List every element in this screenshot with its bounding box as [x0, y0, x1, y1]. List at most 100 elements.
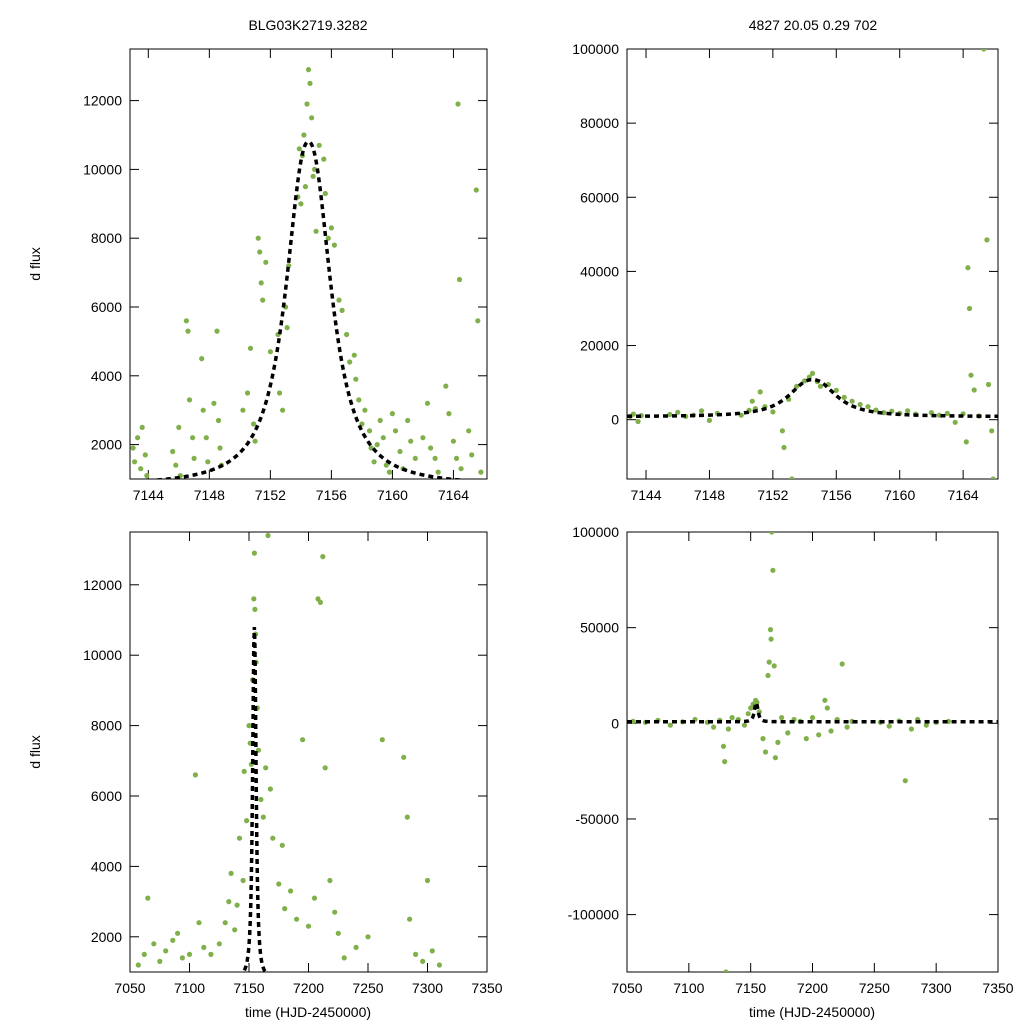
data-point [304, 101, 310, 107]
data-point [981, 49, 987, 52]
data-point [199, 356, 205, 362]
data-point [305, 923, 312, 929]
data-point [247, 345, 254, 351]
data-point [260, 814, 266, 820]
panel-top-left: d flux 7144 7148 7152 7156 7160 7164 2000 4000 6… [27, 48, 488, 503]
data-point [175, 930, 181, 936]
data-point [138, 466, 144, 472]
data-point [404, 814, 410, 820]
data-point [258, 796, 264, 803]
data-point [215, 417, 222, 424]
model-curve [627, 699, 998, 724]
plot-area [627, 532, 998, 972]
data-point [420, 435, 426, 441]
y-tick-label: 100000 [572, 524, 619, 540]
data-point [234, 902, 240, 908]
data-point [383, 462, 389, 468]
data-point [222, 920, 228, 926]
data-point [455, 101, 461, 107]
y-tick-label: 12000 [83, 93, 122, 109]
xlabel-bottom-left: time (HJD-2450000) [245, 1004, 371, 1020]
data-point [276, 390, 283, 396]
data-point [170, 448, 176, 455]
data-point [667, 722, 673, 728]
data-point [325, 235, 331, 241]
data-point [446, 411, 452, 417]
data-point [305, 67, 312, 73]
data-point [985, 381, 992, 388]
data-point [362, 407, 368, 413]
data-point [341, 955, 347, 961]
data-point [170, 937, 176, 943]
data-point [984, 237, 990, 243]
y-tick-label: 0 [611, 715, 619, 731]
y-tick-label: 6000 [91, 299, 122, 315]
data-point [729, 715, 735, 721]
x-tick-label: 7150 [233, 980, 264, 996]
data-point [191, 455, 197, 461]
data-point [432, 455, 438, 461]
y-tick-label: 12000 [83, 577, 122, 593]
data-point [339, 307, 345, 313]
data-point [944, 410, 950, 416]
data-point [424, 400, 431, 406]
x-tick-label: 7350 [982, 980, 1013, 996]
data-point [186, 397, 193, 403]
x-tick-label: 7164 [438, 487, 469, 503]
data-point [781, 444, 787, 451]
data-point [667, 411, 673, 418]
data-point [775, 739, 781, 746]
data-point [748, 705, 754, 711]
data-point [236, 835, 243, 841]
title-left: BLG03K2719.3282 [248, 17, 367, 33]
data-point [244, 390, 251, 396]
y-tick-label: 4000 [91, 368, 122, 384]
panel-bottom-left: d flux time (HJD-2450000) 7050 7100 7150 72… [27, 531, 503, 1020]
y-tick-label: 50000 [580, 620, 619, 636]
title-right: 4827 20.05 0.29 702 [749, 17, 878, 33]
data-point [240, 407, 246, 413]
y-tick-label: -50000 [575, 811, 619, 827]
data-point [809, 370, 816, 376]
x-tick-label: 7050 [611, 980, 642, 996]
data-point [276, 881, 282, 887]
data-point [397, 448, 403, 455]
data-point [344, 331, 350, 338]
y-tick-label: 60000 [580, 189, 619, 205]
data-point [244, 818, 250, 824]
x-tick-label: 7250 [352, 980, 383, 996]
x-tick-label: 7200 [293, 980, 324, 996]
data-point [214, 328, 220, 334]
panel-bottom-right: time (HJD-2450000) 7050 7100 7150 7200 7250 7… [568, 524, 1014, 1020]
y-tick-label: 6000 [91, 788, 122, 804]
x-tick-label: 7152 [757, 487, 788, 503]
data-point [251, 550, 257, 556]
data-point [908, 726, 915, 732]
data-point [211, 400, 217, 406]
data-point [353, 376, 359, 382]
x-tick-label: 7250 [859, 980, 890, 996]
data-point [258, 280, 264, 286]
data-point [365, 934, 371, 940]
data-point [313, 228, 319, 234]
data-point [246, 723, 252, 729]
data-point [767, 627, 774, 633]
data-point [768, 636, 774, 642]
data-point [351, 352, 357, 358]
xlabel-bottom-right: time (HJD-2450000) [749, 1004, 875, 1020]
data-point [408, 438, 414, 444]
data-point [196, 920, 202, 926]
data-point [265, 532, 271, 539]
y-tick-label: 100000 [572, 41, 619, 57]
data-point [720, 743, 727, 749]
x-tick-label: 7100 [174, 980, 205, 996]
data-point [839, 661, 845, 667]
y-tick-label: 10000 [83, 161, 122, 177]
data-point [263, 259, 269, 265]
data-point [139, 424, 145, 430]
data-point [968, 372, 974, 378]
data-point [749, 398, 755, 404]
data-point [316, 142, 322, 148]
x-tick-label: 7160 [884, 487, 915, 503]
data-point [267, 786, 273, 792]
